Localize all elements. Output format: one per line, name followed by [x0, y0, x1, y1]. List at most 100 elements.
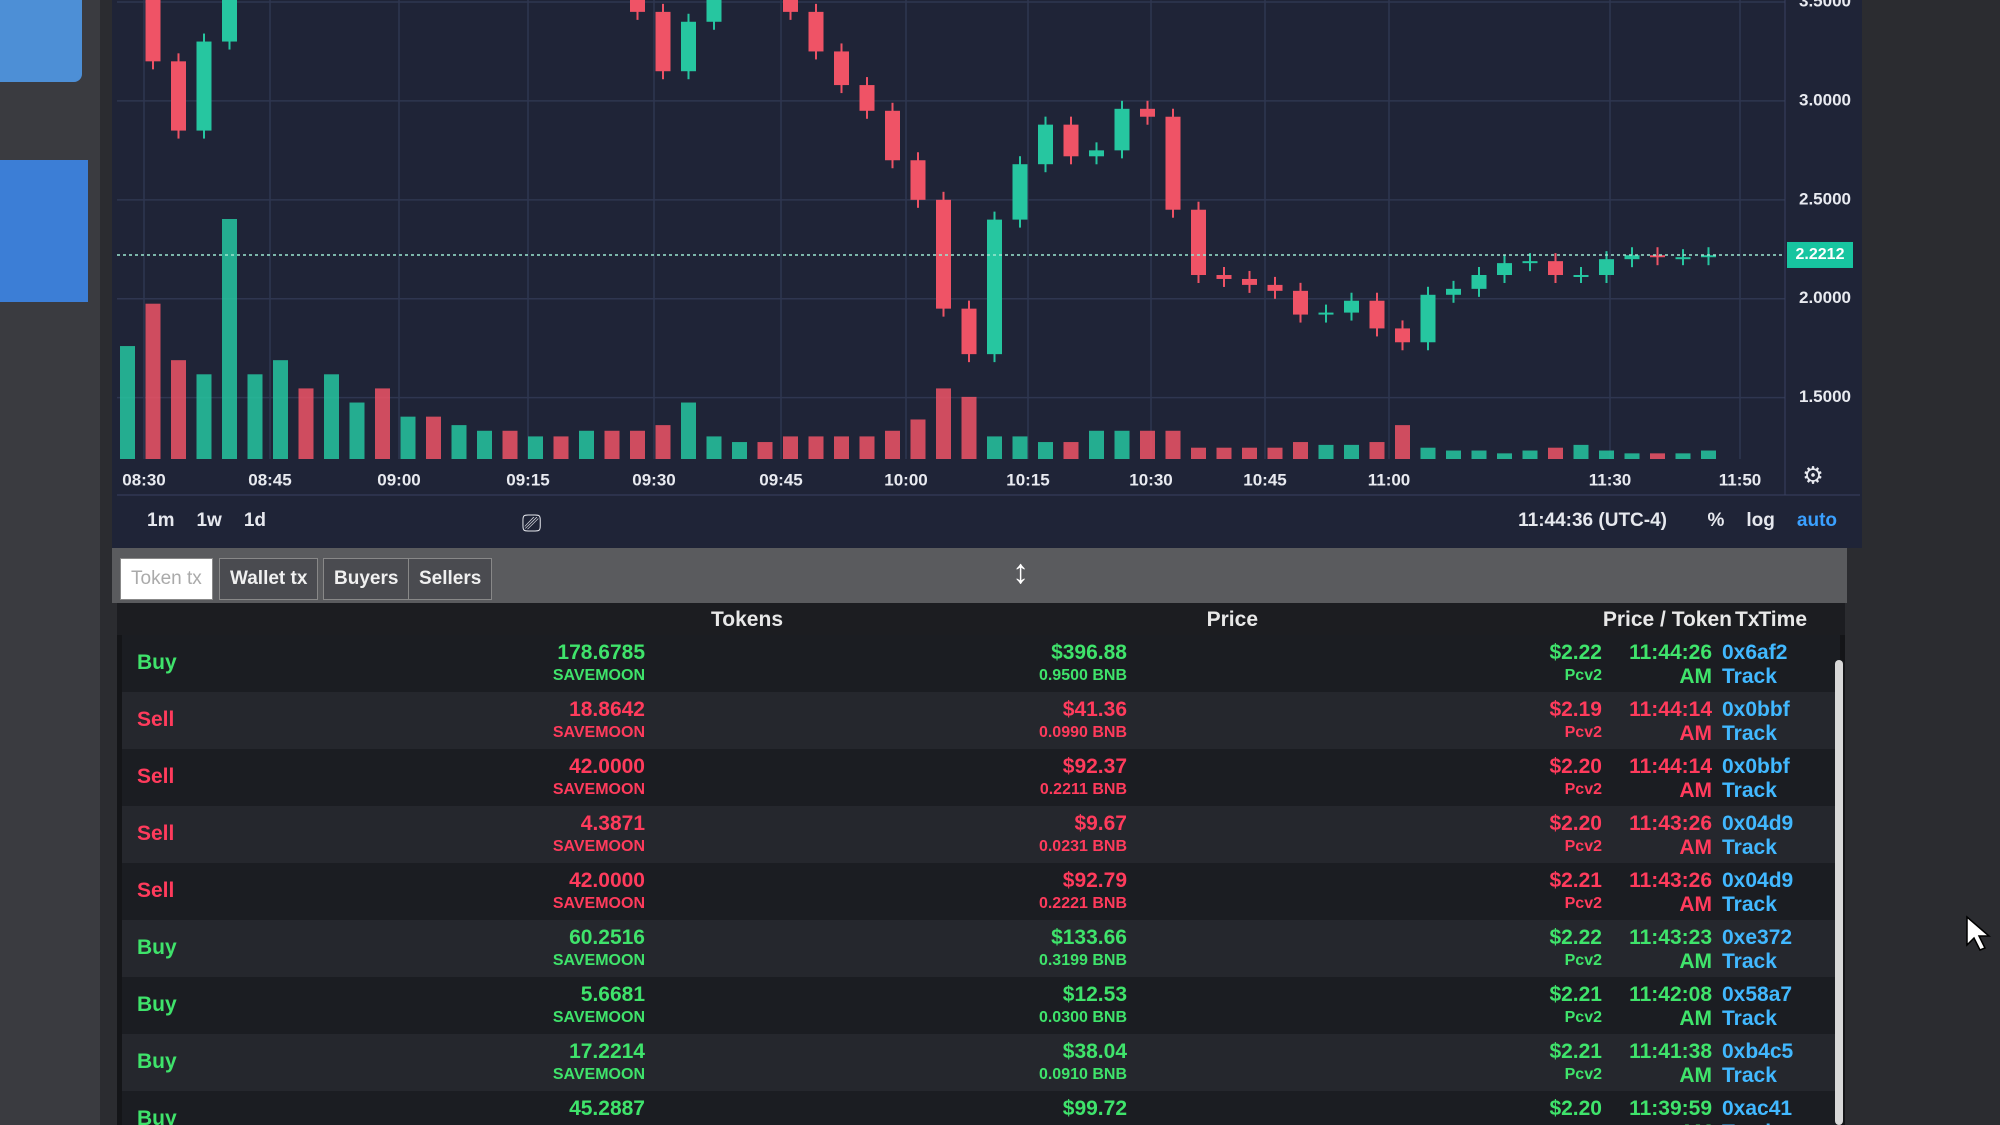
- tx-hash[interactable]: 0xac41: [1722, 1097, 1793, 1120]
- tx-hash[interactable]: 0x0bbf: [1722, 698, 1790, 721]
- candle: [1369, 300, 1385, 329]
- tx-hash[interactable]: 0x58a7: [1722, 983, 1793, 1006]
- settings-icon[interactable]: ⚙: [1802, 462, 1824, 489]
- volume-bar: [375, 388, 390, 459]
- table: Tokens Price Price / Token Time Tx Buy 178.67…: [117, 603, 1845, 1125]
- track-link[interactable]: Track: [1722, 950, 1777, 973]
- dex: Pcv2: [1564, 724, 1602, 741]
- chart: 1.5000 2.0000 2.5000 3.0000 3.5000 08:30 08:45…: [117, 0, 1860, 496]
- volume-bar: [502, 430, 518, 459]
- scrollbar[interactable]: [1835, 660, 1843, 1125]
- track-link[interactable]: Track: [1722, 722, 1777, 745]
- side: Sell: [137, 765, 175, 788]
- screenshot-button[interactable]: ⎚: [522, 510, 542, 537]
- volume-bar: [1318, 444, 1334, 459]
- tx-hash[interactable]: 0xe372: [1722, 926, 1793, 949]
- last-price-tag: [1787, 241, 1853, 268]
- volume-bar: [706, 436, 722, 459]
- tx-hash[interactable]: 0xb4c5: [1722, 1040, 1794, 1063]
- candle: [1012, 164, 1028, 220]
- candle: [630, 0, 645, 12]
- token-amount: 60.2516: [569, 926, 645, 949]
- candle: [1548, 261, 1563, 276]
- volume-bar: [171, 360, 186, 459]
- chart-option[interactable]: %: [1707, 510, 1725, 531]
- time-ampm: AM: [1679, 893, 1712, 916]
- dex: Pcv2: [1565, 1123, 1602, 1125]
- token-symbol: SAVEMOON: [552, 667, 645, 684]
- volume-bar: [1497, 453, 1512, 459]
- price-per-token: $2.20: [1549, 755, 1602, 778]
- y-tick-label: 2.5000: [1799, 189, 1851, 208]
- volume-bar: [1446, 450, 1461, 459]
- app-icon[interactable]: [0, 0, 82, 82]
- price-usd: $12.53: [1062, 983, 1127, 1006]
- price-per-token: $2.22: [1549, 926, 1602, 949]
- x-tick-label: 10:15: [1006, 470, 1049, 489]
- track-link[interactable]: Track: [1722, 665, 1777, 688]
- volume-bar: [1675, 453, 1691, 459]
- price-bnb: 0.0990 BNB: [1038, 724, 1127, 741]
- token-symbol: SAVEMOON: [552, 895, 645, 912]
- volume-bar: [1038, 442, 1053, 459]
- track-link[interactable]: Track: [1722, 1007, 1777, 1030]
- tx-row: Sell 42.0000 SAVEMOON $92.79 0.2221 BNB $2.21…: [122, 863, 1840, 920]
- tab[interactable]: Wallet tx: [219, 558, 319, 600]
- tx-hash[interactable]: 0x04d9: [1722, 812, 1794, 835]
- x-tick-label: 09:30: [632, 470, 675, 489]
- tab[interactable]: Sellers: [408, 558, 493, 600]
- price-per-token: $2.20: [1549, 1097, 1602, 1120]
- track-link[interactable]: Track: [1722, 836, 1777, 859]
- volume-bar: [349, 402, 365, 459]
- time: 11:44:14: [1629, 698, 1712, 721]
- volume-bar: [528, 436, 543, 459]
- range-button[interactable]: 1m: [147, 510, 175, 531]
- candle: [655, 11, 671, 72]
- range-button[interactable]: 1d: [243, 510, 267, 531]
- volume-bar: [1624, 453, 1640, 459]
- app-icon[interactable]: [0, 160, 88, 302]
- track-link[interactable]: Track: [1722, 779, 1777, 802]
- tx-hash[interactable]: 0x6af2: [1722, 641, 1788, 664]
- range-button[interactable]: 1w: [196, 510, 222, 531]
- candle: [1344, 300, 1359, 313]
- x-tick-label: 09:45: [759, 470, 802, 489]
- column-header: Tokens: [711, 608, 783, 631]
- candle: [1216, 275, 1232, 279]
- candle: [1318, 312, 1334, 315]
- track-link[interactable]: Track: [1722, 893, 1777, 916]
- candle: [1624, 255, 1640, 260]
- tab[interactable]: Token tx: [120, 558, 213, 600]
- tx-row: Buy 45.2887 SAVEMOON $99.72 0.2387 BNB $2.20 P…: [122, 1091, 1840, 1125]
- track-link[interactable]: Track: [1722, 1121, 1777, 1125]
- track-link[interactable]: Track: [1722, 1064, 1777, 1087]
- volume-bar: [1140, 430, 1155, 459]
- candle: [171, 61, 186, 131]
- tx-hash[interactable]: 0x04d9: [1722, 869, 1794, 892]
- time: 11:43:26: [1629, 869, 1712, 892]
- time: 11:43:26: [1629, 812, 1712, 835]
- time-ampm: AM: [1679, 1064, 1712, 1087]
- volume-bar: [1191, 447, 1206, 459]
- price-per-token: $2.21: [1549, 983, 1602, 1006]
- side: Buy: [137, 936, 177, 959]
- tab[interactable]: Buyers: [323, 558, 410, 600]
- time-ampm: AM: [1679, 722, 1712, 745]
- resize-handle[interactable]: ↕: [1012, 553, 1029, 591]
- candle: [1395, 328, 1410, 343]
- volume-bar: [1216, 447, 1232, 459]
- chart-option[interactable]: log: [1746, 510, 1775, 531]
- token-amount: 17.2214: [569, 1040, 645, 1063]
- candle: [196, 41, 212, 131]
- token-symbol: SAVEMOON: [552, 952, 645, 969]
- chart-option[interactable]: auto: [1796, 510, 1837, 531]
- volume-bar: [834, 436, 849, 459]
- candle: [1293, 290, 1308, 315]
- price-usd: $92.79: [1062, 869, 1127, 892]
- tx-hash[interactable]: 0x0bbf: [1722, 755, 1790, 778]
- y-tick-label: 1.5000: [1799, 387, 1851, 406]
- column-header: Time: [1758, 608, 1807, 631]
- candle: [1573, 275, 1589, 278]
- price-bnb: 0.0910 BNB: [1038, 1066, 1127, 1083]
- candle: [1114, 108, 1130, 151]
